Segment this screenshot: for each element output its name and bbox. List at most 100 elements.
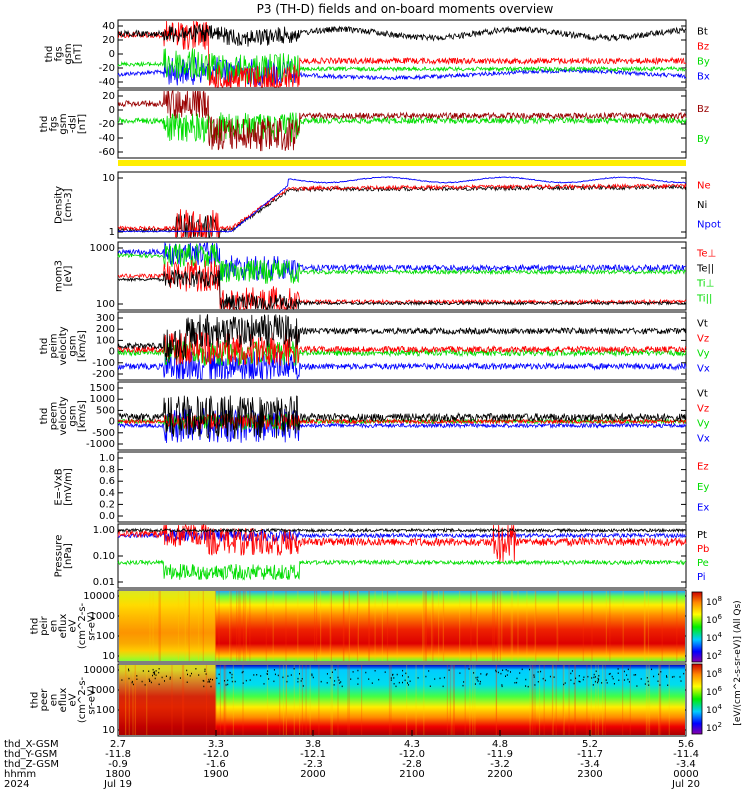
spectrogram-noise [402, 681, 403, 684]
colorbar-tick-exponent: 8 [717, 595, 721, 603]
spectrogram-streak [134, 665, 136, 735]
spectrogram-streak [469, 665, 471, 735]
spectrogram-noise [141, 680, 143, 683]
spectrogram-streak [301, 665, 303, 735]
spectrogram-streak [531, 665, 533, 735]
x-tick-label: -3.2 [490, 759, 510, 770]
spectrogram-streak [660, 665, 662, 735]
spectrogram-noise [417, 677, 419, 679]
spectrogram-streak [356, 591, 359, 661]
x-row-label: hhmm [4, 769, 36, 780]
spectrogram-noise [571, 670, 573, 672]
spectrogram-streak [459, 591, 461, 661]
spectrogram-streak [348, 591, 350, 661]
panel-peer-spec: 10000 1000 100 10 thdpeerenefluxeV(cm^2-s-sr… [30, 663, 687, 737]
y-axis-label: mom3 [53, 260, 64, 292]
spectrogram-streak [597, 665, 599, 735]
spectrogram-noise [148, 670, 150, 672]
spectrogram-streak [368, 591, 370, 661]
spectrogram-noise [593, 676, 595, 679]
spectrogram-noise [210, 678, 212, 680]
spectrogram-streak [125, 665, 127, 735]
spectrogram-noise [203, 680, 205, 682]
x-row-label: thd_X-GSM [4, 739, 59, 750]
spectrogram-streak [543, 665, 545, 735]
series-vy [117, 339, 687, 367]
spectrogram-noise [680, 680, 682, 682]
panel-peir-spec: 10000 1000 100 10 thdpeirenefluxeV(cm^2-s-sr… [30, 589, 687, 663]
spectrogram-streak [285, 665, 287, 735]
spectrogram-noise [208, 678, 210, 681]
spectrogram-noise [402, 674, 403, 677]
spectrogram-noise [274, 673, 276, 676]
spectrogram-noise [617, 672, 619, 674]
series-bz [117, 90, 687, 152]
series-bx [117, 57, 687, 87]
spectrogram-noise [326, 673, 328, 675]
y-axis-label: thd [39, 408, 50, 425]
y-tick-label: -500 [92, 428, 115, 439]
spectrogram-streak [574, 665, 576, 735]
spectrogram-noise [519, 672, 521, 674]
series-pt [117, 527, 686, 534]
y-axis-label: thd [39, 116, 50, 133]
spectrogram-noise [198, 674, 200, 676]
spectrogram-early [119, 665, 216, 735]
series-npot [117, 176, 687, 233]
spectrogram-noise [152, 671, 154, 674]
spectrogram-noise [428, 670, 430, 672]
spectrogram-noise [218, 673, 220, 676]
spectrogram-noise [623, 679, 625, 681]
spectrogram-streak [238, 591, 240, 661]
y-axis-label: eflux [58, 614, 69, 639]
spectrogram-streak [331, 665, 333, 735]
legend-entry: Vx [697, 364, 710, 375]
spectrogram-noise [462, 684, 464, 687]
spectrogram-noise [647, 680, 649, 683]
spectrogram-noise [608, 673, 610, 675]
x-row-label: thd_Y-GSM [4, 749, 57, 760]
spectrogram-noise [169, 678, 171, 680]
spectrogram-streak [361, 665, 363, 735]
spectrogram-streak [451, 665, 453, 735]
spectrogram-noise [203, 685, 205, 688]
spectrogram-noise [439, 677, 441, 680]
spectrogram-streak [446, 665, 448, 735]
spectrogram-streak [442, 591, 444, 661]
y-tick-label: -60 [99, 147, 115, 158]
spectrogram-noise [612, 677, 614, 680]
spectrogram-streak [272, 591, 274, 661]
y-tick-label: 10 [102, 651, 115, 662]
y-axis-label: (cm^2-s- [77, 602, 88, 649]
spectrogram-noise [667, 684, 669, 686]
spectrogram-noise [186, 681, 188, 683]
spectrogram-noise [234, 680, 236, 683]
x-tick-label: 2000 [300, 769, 325, 780]
y-tick-label: -1000 [86, 439, 115, 450]
spectrogram-noise [525, 685, 527, 687]
x-tick-label: 2300 [577, 769, 602, 780]
spectrogram-streak [661, 591, 663, 661]
spectrogram-noise [393, 683, 395, 685]
spectrogram-streak [645, 665, 647, 735]
spectrogram-streak [159, 591, 161, 661]
spectrogram-noise [208, 680, 210, 682]
legend-entry: Vz [697, 404, 709, 415]
legend-entry: By [697, 134, 710, 145]
x-tick-label: -2.3 [303, 759, 323, 770]
y-tick-label: 100 [96, 299, 115, 310]
legend-entry: Ne [697, 181, 711, 192]
spectrogram-noise [227, 679, 229, 682]
series-vx [117, 350, 687, 381]
spectrogram-streak [496, 591, 498, 661]
panel-frame [117, 663, 687, 737]
y-axis-label: gsm [68, 335, 79, 356]
spectrogram-noise [204, 670, 206, 672]
spectrogram-streak [406, 665, 408, 735]
x-tick-label: 4.3 [404, 739, 420, 750]
spectrogram-streak [591, 591, 593, 661]
orbit-bar-fill [118, 160, 686, 166]
y-tick-label: 0 [109, 417, 115, 428]
spectrogram-streak [285, 665, 287, 735]
series-bz [117, 20, 687, 89]
